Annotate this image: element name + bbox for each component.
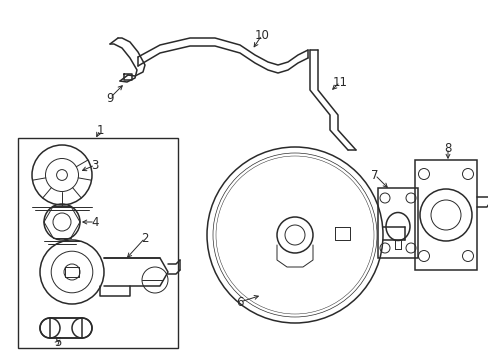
Bar <box>377 188 417 258</box>
Bar <box>50 318 82 338</box>
Text: 9: 9 <box>106 91 114 104</box>
Text: 10: 10 <box>254 28 269 41</box>
Text: 8: 8 <box>444 141 451 154</box>
Text: 11: 11 <box>332 76 347 89</box>
Text: 2: 2 <box>141 231 148 244</box>
Bar <box>18 138 178 348</box>
Text: 4: 4 <box>91 216 99 229</box>
Text: 5: 5 <box>54 336 61 348</box>
Text: 7: 7 <box>370 168 378 181</box>
Text: 1: 1 <box>96 123 103 136</box>
Text: 6: 6 <box>236 296 243 309</box>
Bar <box>414 160 476 270</box>
Text: 3: 3 <box>91 158 99 171</box>
